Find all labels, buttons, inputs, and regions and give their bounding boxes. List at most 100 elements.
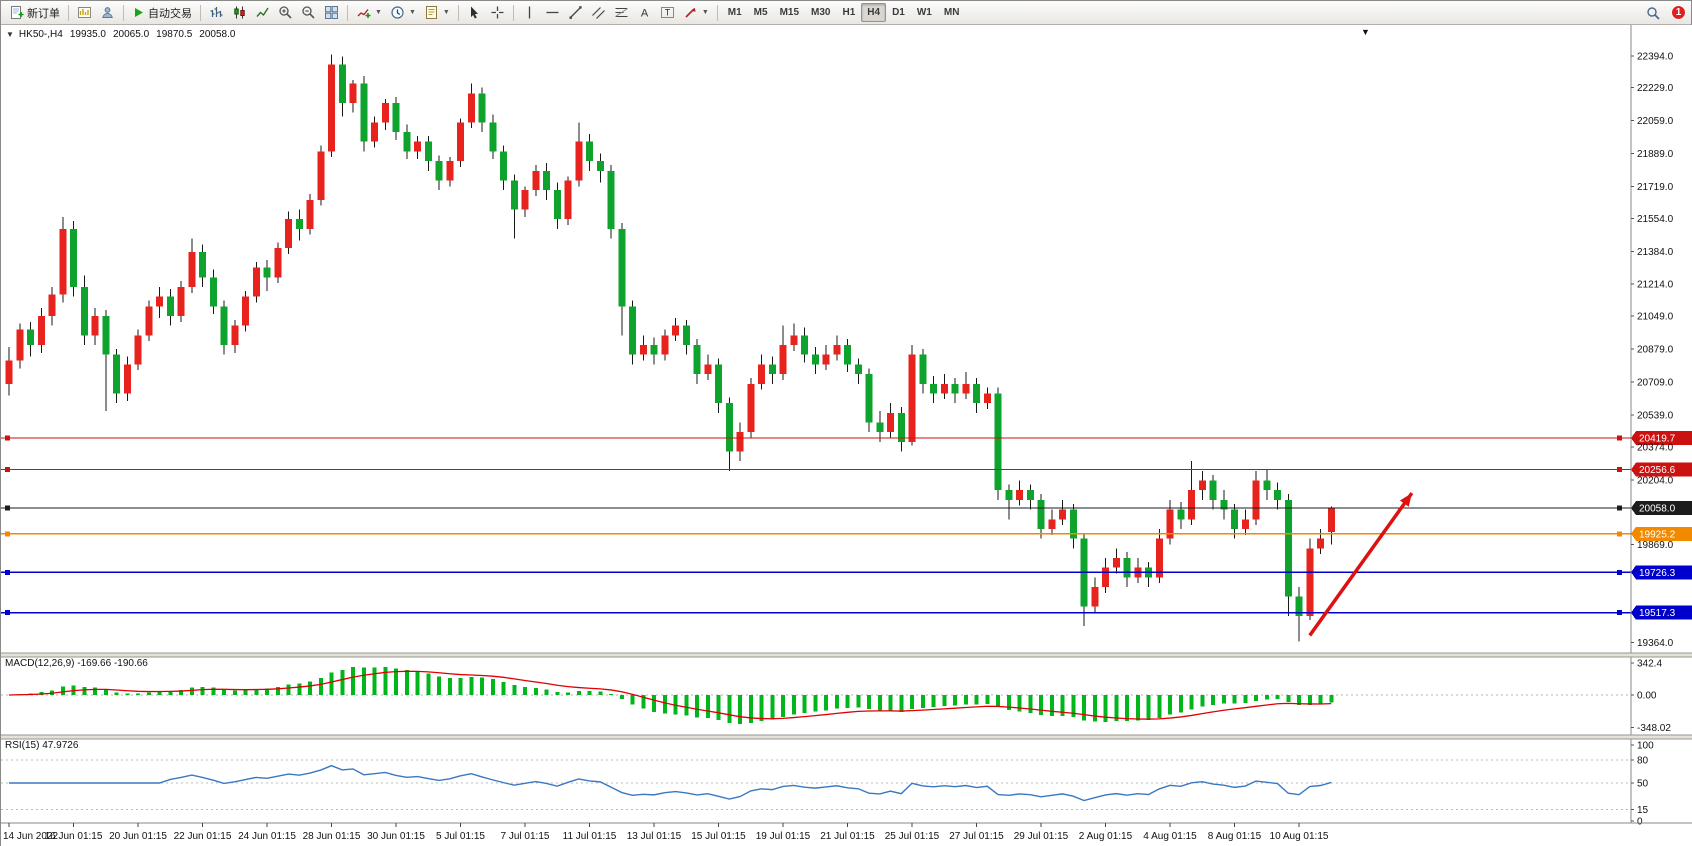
timeframe-d1-button[interactable]: D1	[892, 7, 905, 18]
symbol-menu-icon[interactable]: ▼	[6, 30, 14, 39]
time-tick-label: 7 Jul 01:15	[501, 831, 550, 842]
svg-text:A: A	[641, 8, 649, 20]
price-tick-label: 21889.0	[1637, 149, 1674, 160]
auto-trading-button[interactable]: 自动交易	[128, 3, 196, 23]
price-tick-label: 22394.0	[1637, 51, 1674, 62]
line-handle[interactable]	[5, 531, 10, 537]
time-tick-label: 21 Jul 01:15	[820, 831, 875, 842]
line-handle[interactable]	[5, 467, 10, 473]
line-chart-button[interactable]	[251, 3, 274, 23]
price-axis[interactable]: 22394.0 22229.0 22059.0 21889.0 21719.0 21554…	[1630, 25, 1674, 823]
bar-chart-button[interactable]	[205, 3, 228, 23]
line-handle[interactable]	[5, 505, 10, 511]
profiles-button[interactable]	[96, 3, 119, 23]
time-tick-label: 10 Aug 01:15	[1270, 831, 1329, 842]
timeframe-mn-button[interactable]: MN	[943, 7, 960, 18]
time-tick-label: 16 Jun 01:15	[45, 831, 103, 842]
price-tick-label: 20879.0	[1637, 345, 1674, 356]
time-tick-label: 2 Aug 01:15	[1079, 831, 1133, 842]
timeframe-m15-button[interactable]: M15	[779, 7, 800, 18]
line-handle[interactable]	[1617, 435, 1622, 441]
text-a-icon: A	[637, 5, 652, 20]
svg-text:19925.2: 19925.2	[1639, 529, 1676, 540]
line-handle[interactable]	[1617, 531, 1622, 537]
timeframe-m30-button[interactable]: M30	[811, 7, 831, 18]
price-tick-label: 21719.0	[1637, 182, 1674, 193]
chart-region: 20419.7 20256.6 20058.0 19925.2 19726.3 19517…	[1, 25, 1692, 846]
indicators-button[interactable]: ▼	[352, 3, 386, 23]
price-tick-label: 20204.0	[1637, 475, 1674, 486]
search-button[interactable]	[1642, 3, 1665, 23]
timeframe-h1-button[interactable]: H1	[842, 7, 856, 18]
periods-button[interactable]: ▼	[386, 3, 420, 23]
line-handle[interactable]	[5, 610, 10, 616]
rsi-scale-label: 100	[1637, 741, 1654, 752]
channel-tool-button[interactable]	[587, 3, 610, 23]
arrows-tool-button[interactable]: ▼	[679, 3, 713, 23]
time-tick-label: 28 Jun 01:15	[303, 831, 361, 842]
line-handle[interactable]	[1617, 569, 1622, 575]
vertical-line-tool-button[interactable]	[518, 3, 541, 23]
time-tick-label: 14 Jun 2022	[3, 831, 58, 842]
timeframe-m5-button[interactable]: M5	[753, 7, 768, 18]
crosshair-tool-button[interactable]	[486, 3, 509, 23]
dropdown-caret-icon: ▼	[375, 9, 382, 16]
macd-signal-line	[8, 670, 1332, 720]
arrow-head	[1399, 493, 1412, 507]
trendline-tool-button[interactable]	[564, 3, 587, 23]
time-tick-label: 8 Aug 01:15	[1208, 831, 1262, 842]
line-handle[interactable]	[1617, 467, 1622, 473]
svg-text:20256.6: 20256.6	[1639, 465, 1676, 476]
time-tick-label: 19 Jul 01:15	[756, 831, 811, 842]
zoom-in-button[interactable]	[274, 3, 297, 23]
price-tick-label: 19364.0	[1637, 638, 1674, 649]
dropdown-caret-icon: ▼	[701, 9, 709, 16]
timeframe-m1-button[interactable]: M1	[727, 7, 742, 18]
svg-text:19517.3: 19517.3	[1639, 608, 1676, 619]
svg-text:T: T	[665, 8, 671, 18]
zoom-out-icon	[301, 5, 316, 20]
price-tick-label: 22229.0	[1637, 83, 1674, 94]
tile-windows-button[interactable]	[320, 3, 343, 23]
panel-splitter[interactable]	[1, 652, 1692, 658]
macd-scale-label: -348.02	[1637, 723, 1671, 734]
ohlc-low: 19870.5	[156, 29, 193, 40]
auto-trading-label: 自动交易	[148, 7, 192, 20]
price-badge	[1631, 565, 1692, 580]
price-tick-label: 21384.0	[1637, 247, 1674, 258]
new-order-button[interactable]: 新订单	[5, 3, 64, 23]
rsi-scale-label: 15	[1637, 805, 1649, 816]
price-tick-label: 20709.0	[1637, 378, 1674, 389]
line-handle[interactable]	[5, 569, 10, 575]
timeframe-w1-button[interactable]: W1	[916, 7, 932, 18]
chart-symbol-period: HK50-,H4	[18, 29, 63, 40]
text-label-tool-button[interactable]: T	[656, 3, 679, 23]
cursor-icon	[467, 5, 482, 20]
zoom-out-button[interactable]	[297, 3, 320, 23]
charts-window-button[interactable]	[73, 3, 96, 23]
line-handle[interactable]	[1617, 610, 1622, 616]
time-tick-label: 24 Jun 01:15	[238, 831, 296, 842]
text-tool-button[interactable]: A	[633, 3, 656, 23]
price-tick-label: 21554.0	[1637, 214, 1674, 225]
line-handle[interactable]	[5, 435, 10, 441]
chart-window-icon	[77, 5, 92, 20]
templates-button[interactable]: ▼	[420, 3, 454, 23]
timeframe-h4-button[interactable]: H4	[861, 3, 887, 22]
notifications-badge[interactable]: 1	[1671, 5, 1686, 20]
horizontal-line-tool-button[interactable]	[541, 3, 564, 23]
chart-canvas[interactable]: 20419.7 20256.6 20058.0 19925.2 19726.3 19517…	[1, 25, 1692, 846]
fibonacci-tool-button[interactable]	[610, 3, 633, 23]
horizontal-lines: 20419.7 20256.6 20058.0 19925.2 19726.3 19517…	[1, 431, 1692, 620]
panel-splitter[interactable]	[1, 734, 1692, 740]
price-tick-label: 22059.0	[1637, 116, 1674, 127]
trend-arrow-annotation[interactable]	[1308, 492, 1414, 637]
price-tick-label: 20539.0	[1637, 410, 1674, 421]
cursor-tool-button[interactable]	[463, 3, 486, 23]
line-handle[interactable]	[1617, 505, 1622, 511]
candlestick-chart-button[interactable]	[228, 3, 251, 23]
macd-scale-label: 342.4	[1637, 659, 1662, 670]
time-tick-label: 5 Jul 01:15	[436, 831, 485, 842]
ohlc-close: 20058.0	[199, 29, 236, 40]
